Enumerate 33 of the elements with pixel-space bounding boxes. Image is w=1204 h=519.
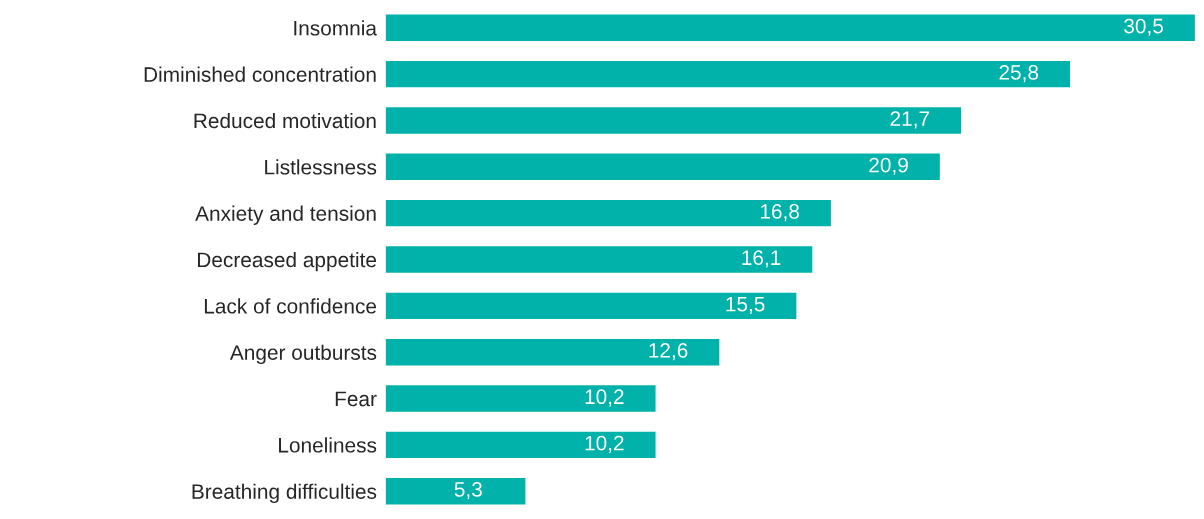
- data-label: 30,5: [1124, 18, 1163, 36]
- data-label: 25,8: [999, 64, 1039, 83]
- bar: [385, 291, 798, 321]
- y-tick-label: Listlessness: [265, 159, 377, 175]
- bar: [385, 198, 833, 228]
- data-label: 16,8: [760, 204, 800, 222]
- data-label: 10,2: [585, 389, 624, 407]
- bar: [385, 152, 942, 182]
- bar: [385, 383, 657, 414]
- data-label: 10,2: [585, 435, 624, 453]
- bar: [385, 105, 963, 136]
- y-tick-label: Decreased appetite: [197, 251, 377, 272]
- y-tick-label: Insomnia: [294, 20, 377, 36]
- y-tick-label: Breathing difficulties: [192, 483, 377, 504]
- data-label: 21,7: [890, 111, 930, 129]
- bar: [385, 59, 1072, 89]
- bar: [385, 476, 527, 506]
- y-tick-label: Anger outbursts: [229, 344, 377, 365]
- y-tick-label: Anxiety and tension: [195, 205, 376, 226]
- bar: [385, 244, 814, 275]
- data-label: 16,1: [742, 250, 781, 268]
- bar: [385, 337, 721, 367]
- y-tick-label: Diminished concentration: [144, 66, 376, 82]
- data-label: 20,9: [869, 157, 908, 175]
- data-label: 12,6: [649, 343, 688, 361]
- y-tick-label: Fear: [335, 391, 377, 407]
- y-tick-label: Reduced motivation: [194, 112, 376, 129]
- y-tick-label: Lack of confidence: [204, 298, 377, 314]
- bar: [385, 430, 657, 460]
- bar: [385, 13, 1197, 43]
- data-label: 5,3: [454, 482, 482, 500]
- y-tick-label: Loneliness: [279, 437, 377, 453]
- data-label: 15,5: [726, 296, 765, 314]
